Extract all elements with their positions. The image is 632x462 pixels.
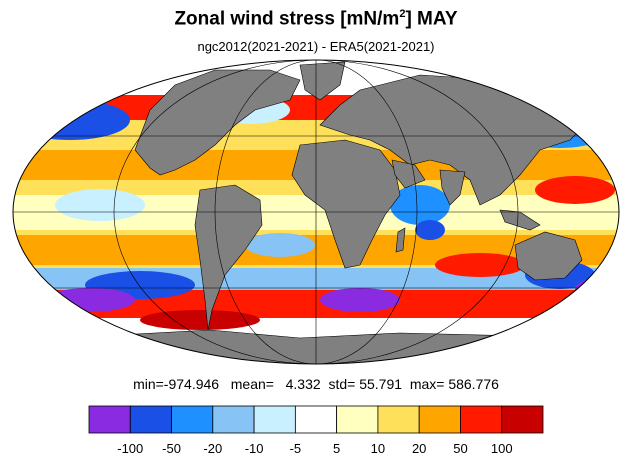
world-map xyxy=(12,59,620,365)
std-label: std= xyxy=(328,376,356,392)
colorbar-tick-label: -5 xyxy=(290,441,302,456)
colorbar-box xyxy=(336,405,379,434)
colorbar-labels: -100 -50 -20 -10 -5 5 10 20 50 100 xyxy=(117,441,512,456)
colorbar-tick-label: 100 xyxy=(491,441,513,456)
colorbar-box xyxy=(253,405,296,434)
statistics-line: min=-974.946 mean= 4.332 std= 55.791 max… xyxy=(0,376,632,392)
colorbar-tick-label: -100 xyxy=(117,441,143,456)
south-america xyxy=(194,184,263,331)
patch xyxy=(140,310,260,330)
max-label: max= xyxy=(409,376,445,392)
colorbar-box xyxy=(377,405,420,434)
australia xyxy=(514,231,583,281)
india xyxy=(439,169,466,206)
colorbar-tick-label: -50 xyxy=(162,441,181,456)
maritime-asia xyxy=(499,209,541,231)
north-america xyxy=(134,69,301,176)
title-superscript: 2 xyxy=(399,8,406,20)
colorbar-tick-label: 20 xyxy=(412,441,426,456)
eurasia xyxy=(319,74,591,206)
graticule xyxy=(13,60,619,364)
colorbar-tick-label: -10 xyxy=(245,441,264,456)
title-tail: ] MAY xyxy=(405,8,458,30)
map-title: Zonal wind stress [mN/m2] MAY xyxy=(0,8,632,30)
map-subtitle: ngc2012(2021-2021) - ERA5(2021-2021) xyxy=(197,39,435,54)
colorbar-box xyxy=(88,405,131,434)
colorbar-box xyxy=(418,405,461,434)
colorbar-box xyxy=(460,405,503,434)
colorbar-boxes xyxy=(88,405,544,434)
min-label: min= xyxy=(133,376,164,392)
colorbar-tick-label: -20 xyxy=(203,441,222,456)
colorbar-tick-label: 5 xyxy=(333,441,340,456)
colorbar-box xyxy=(212,405,255,434)
madagascar xyxy=(395,227,406,253)
colorbar-tick-label: 50 xyxy=(453,441,467,456)
patch xyxy=(535,176,615,204)
patch xyxy=(415,220,445,240)
patch xyxy=(320,288,400,312)
colorbar-box xyxy=(129,405,172,434)
colorbar-box xyxy=(171,405,214,434)
globe-outline xyxy=(12,59,620,365)
std-value: 55.791 xyxy=(359,376,403,392)
greenland xyxy=(299,61,346,101)
patch xyxy=(390,185,450,225)
max-value: 586.776 xyxy=(448,376,499,392)
colorbar-box xyxy=(501,405,544,434)
patch xyxy=(55,189,145,221)
patch xyxy=(245,233,315,257)
min-value: -974.946 xyxy=(163,376,220,392)
mean-value: 4.332 xyxy=(285,376,321,392)
mean-label: mean= xyxy=(230,376,274,392)
colorbar-box xyxy=(294,405,338,434)
colorbar-tick-label: 10 xyxy=(371,441,385,456)
title-main: Zonal wind stress [mN/m xyxy=(174,8,400,30)
africa xyxy=(291,139,401,269)
